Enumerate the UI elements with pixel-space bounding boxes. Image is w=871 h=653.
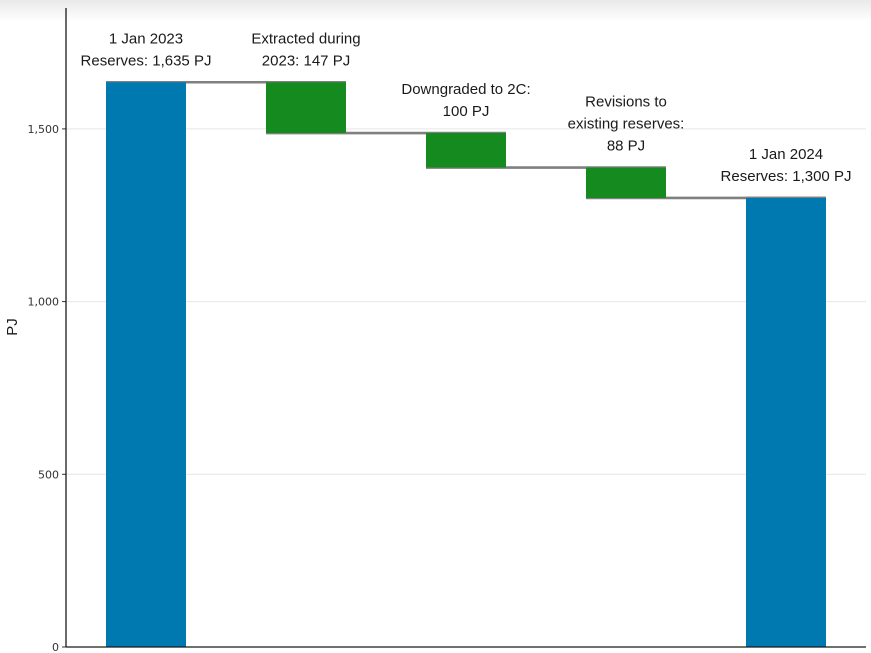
annotation-line: Extracted during [251, 30, 360, 47]
annotation-line: 100 PJ [443, 103, 490, 120]
total-bar [746, 197, 826, 648]
step-annotation: Downgraded to 2C: 100 PJ [401, 81, 530, 120]
annotation-line: existing reserves: [568, 116, 685, 133]
annotation-line: 88 PJ [607, 138, 645, 155]
step-annotation: 1 Jan 2023 Reserves: 1,635 PJ [81, 30, 212, 69]
annotation-line: Downgraded to 2C: [401, 81, 530, 98]
y-tick-label: 0 [52, 641, 59, 653]
y-tick-label: 1,000 [28, 296, 60, 309]
y-axis-ticks: 0 500 1,000 1,500 [28, 123, 66, 653]
annotation-line: 2023: 147 PJ [262, 52, 350, 69]
y-axis-title: PJ [4, 318, 21, 336]
decrease-bar [266, 82, 346, 134]
step-annotation: Revisions to existing reserves: 88 PJ [568, 94, 685, 155]
gridlines [66, 128, 866, 475]
annotation-line: 1 Jan 2024 [749, 146, 823, 163]
annotation-line: Reserves: 1,635 PJ [81, 52, 212, 69]
step-annotation: Extracted during 2023: 147 PJ [251, 30, 360, 69]
annotation-line: 1 Jan 2023 [109, 30, 183, 47]
annotation-line: Reserves: 1,300 PJ [721, 168, 852, 185]
axes [65, 8, 866, 648]
decrease-bar [586, 167, 666, 198]
bars [106, 82, 826, 648]
annotation-line: Revisions to [585, 94, 667, 111]
total-bar [106, 82, 186, 648]
decrease-bar [426, 133, 506, 168]
y-tick-label: 1,500 [28, 123, 60, 136]
y-tick-label: 500 [38, 468, 59, 481]
step-annotation: 1 Jan 2024 Reserves: 1,300 PJ [721, 146, 852, 185]
step-annotations: 1 Jan 2023 Reserves: 1,635 PJ Extracted du… [81, 30, 852, 185]
